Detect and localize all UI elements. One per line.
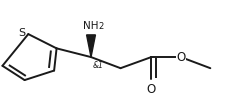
Text: &1: &1 xyxy=(93,61,104,70)
Text: O: O xyxy=(147,83,156,96)
Text: O: O xyxy=(176,51,185,64)
Text: 2: 2 xyxy=(98,22,104,31)
Polygon shape xyxy=(87,35,95,57)
Text: NH: NH xyxy=(83,21,99,31)
Text: S: S xyxy=(18,28,25,38)
